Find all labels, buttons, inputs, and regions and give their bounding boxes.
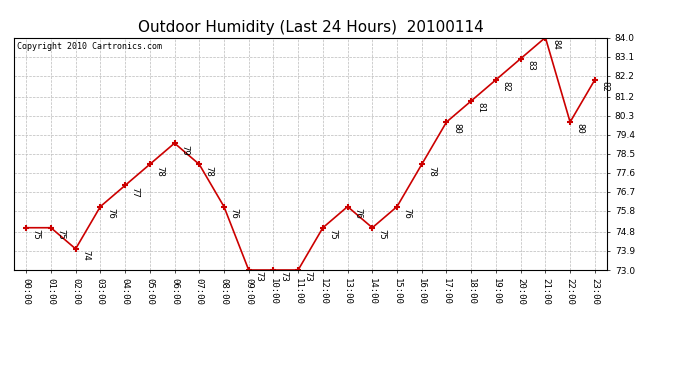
Text: 76: 76 xyxy=(106,208,115,219)
Text: 78: 78 xyxy=(427,166,436,177)
Text: 74: 74 xyxy=(81,250,90,261)
Text: 80: 80 xyxy=(575,123,584,134)
Text: 82: 82 xyxy=(600,81,609,92)
Text: 73: 73 xyxy=(254,272,264,282)
Text: 75: 75 xyxy=(378,229,387,240)
Text: 83: 83 xyxy=(526,60,535,71)
Text: 76: 76 xyxy=(402,208,412,219)
Text: 76: 76 xyxy=(353,208,362,219)
Text: 75: 75 xyxy=(32,229,41,240)
Title: Outdoor Humidity (Last 24 Hours)  20100114: Outdoor Humidity (Last 24 Hours) 2010011… xyxy=(137,20,484,35)
Text: 75: 75 xyxy=(328,229,337,240)
Text: 79: 79 xyxy=(180,145,189,155)
Text: Copyright 2010 Cartronics.com: Copyright 2010 Cartronics.com xyxy=(17,42,161,51)
Text: 73: 73 xyxy=(279,272,288,282)
Text: 76: 76 xyxy=(230,208,239,219)
Text: 82: 82 xyxy=(502,81,511,92)
Text: 78: 78 xyxy=(205,166,214,177)
Text: 75: 75 xyxy=(57,229,66,240)
Text: 78: 78 xyxy=(155,166,164,177)
Text: 84: 84 xyxy=(551,39,560,50)
Text: 81: 81 xyxy=(477,102,486,113)
Text: 73: 73 xyxy=(304,272,313,282)
Text: 77: 77 xyxy=(130,187,139,198)
Text: 80: 80 xyxy=(452,123,461,134)
